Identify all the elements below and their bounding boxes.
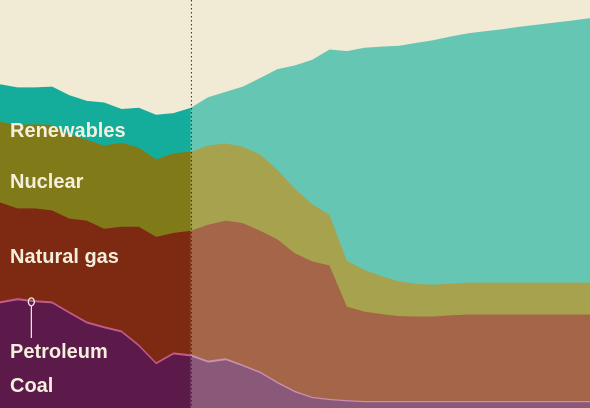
- series-label-layer: Renewables Nuclear Natural gas Petroleum…: [10, 120, 126, 397]
- area-renewables-projected: [190, 18, 590, 285]
- area-layers: [0, 18, 590, 408]
- series-label-renewables: Renewables: [10, 120, 126, 142]
- series-label-natural-gas: Natural gas: [10, 246, 119, 268]
- series-label-nuclear: Nuclear: [10, 171, 84, 193]
- petroleum-callout-marker: [27, 297, 36, 307]
- series-label-coal: Coal: [10, 375, 53, 397]
- annotation-layer: [27, 0, 192, 408]
- series-label-petroleum: Petroleum: [10, 341, 108, 363]
